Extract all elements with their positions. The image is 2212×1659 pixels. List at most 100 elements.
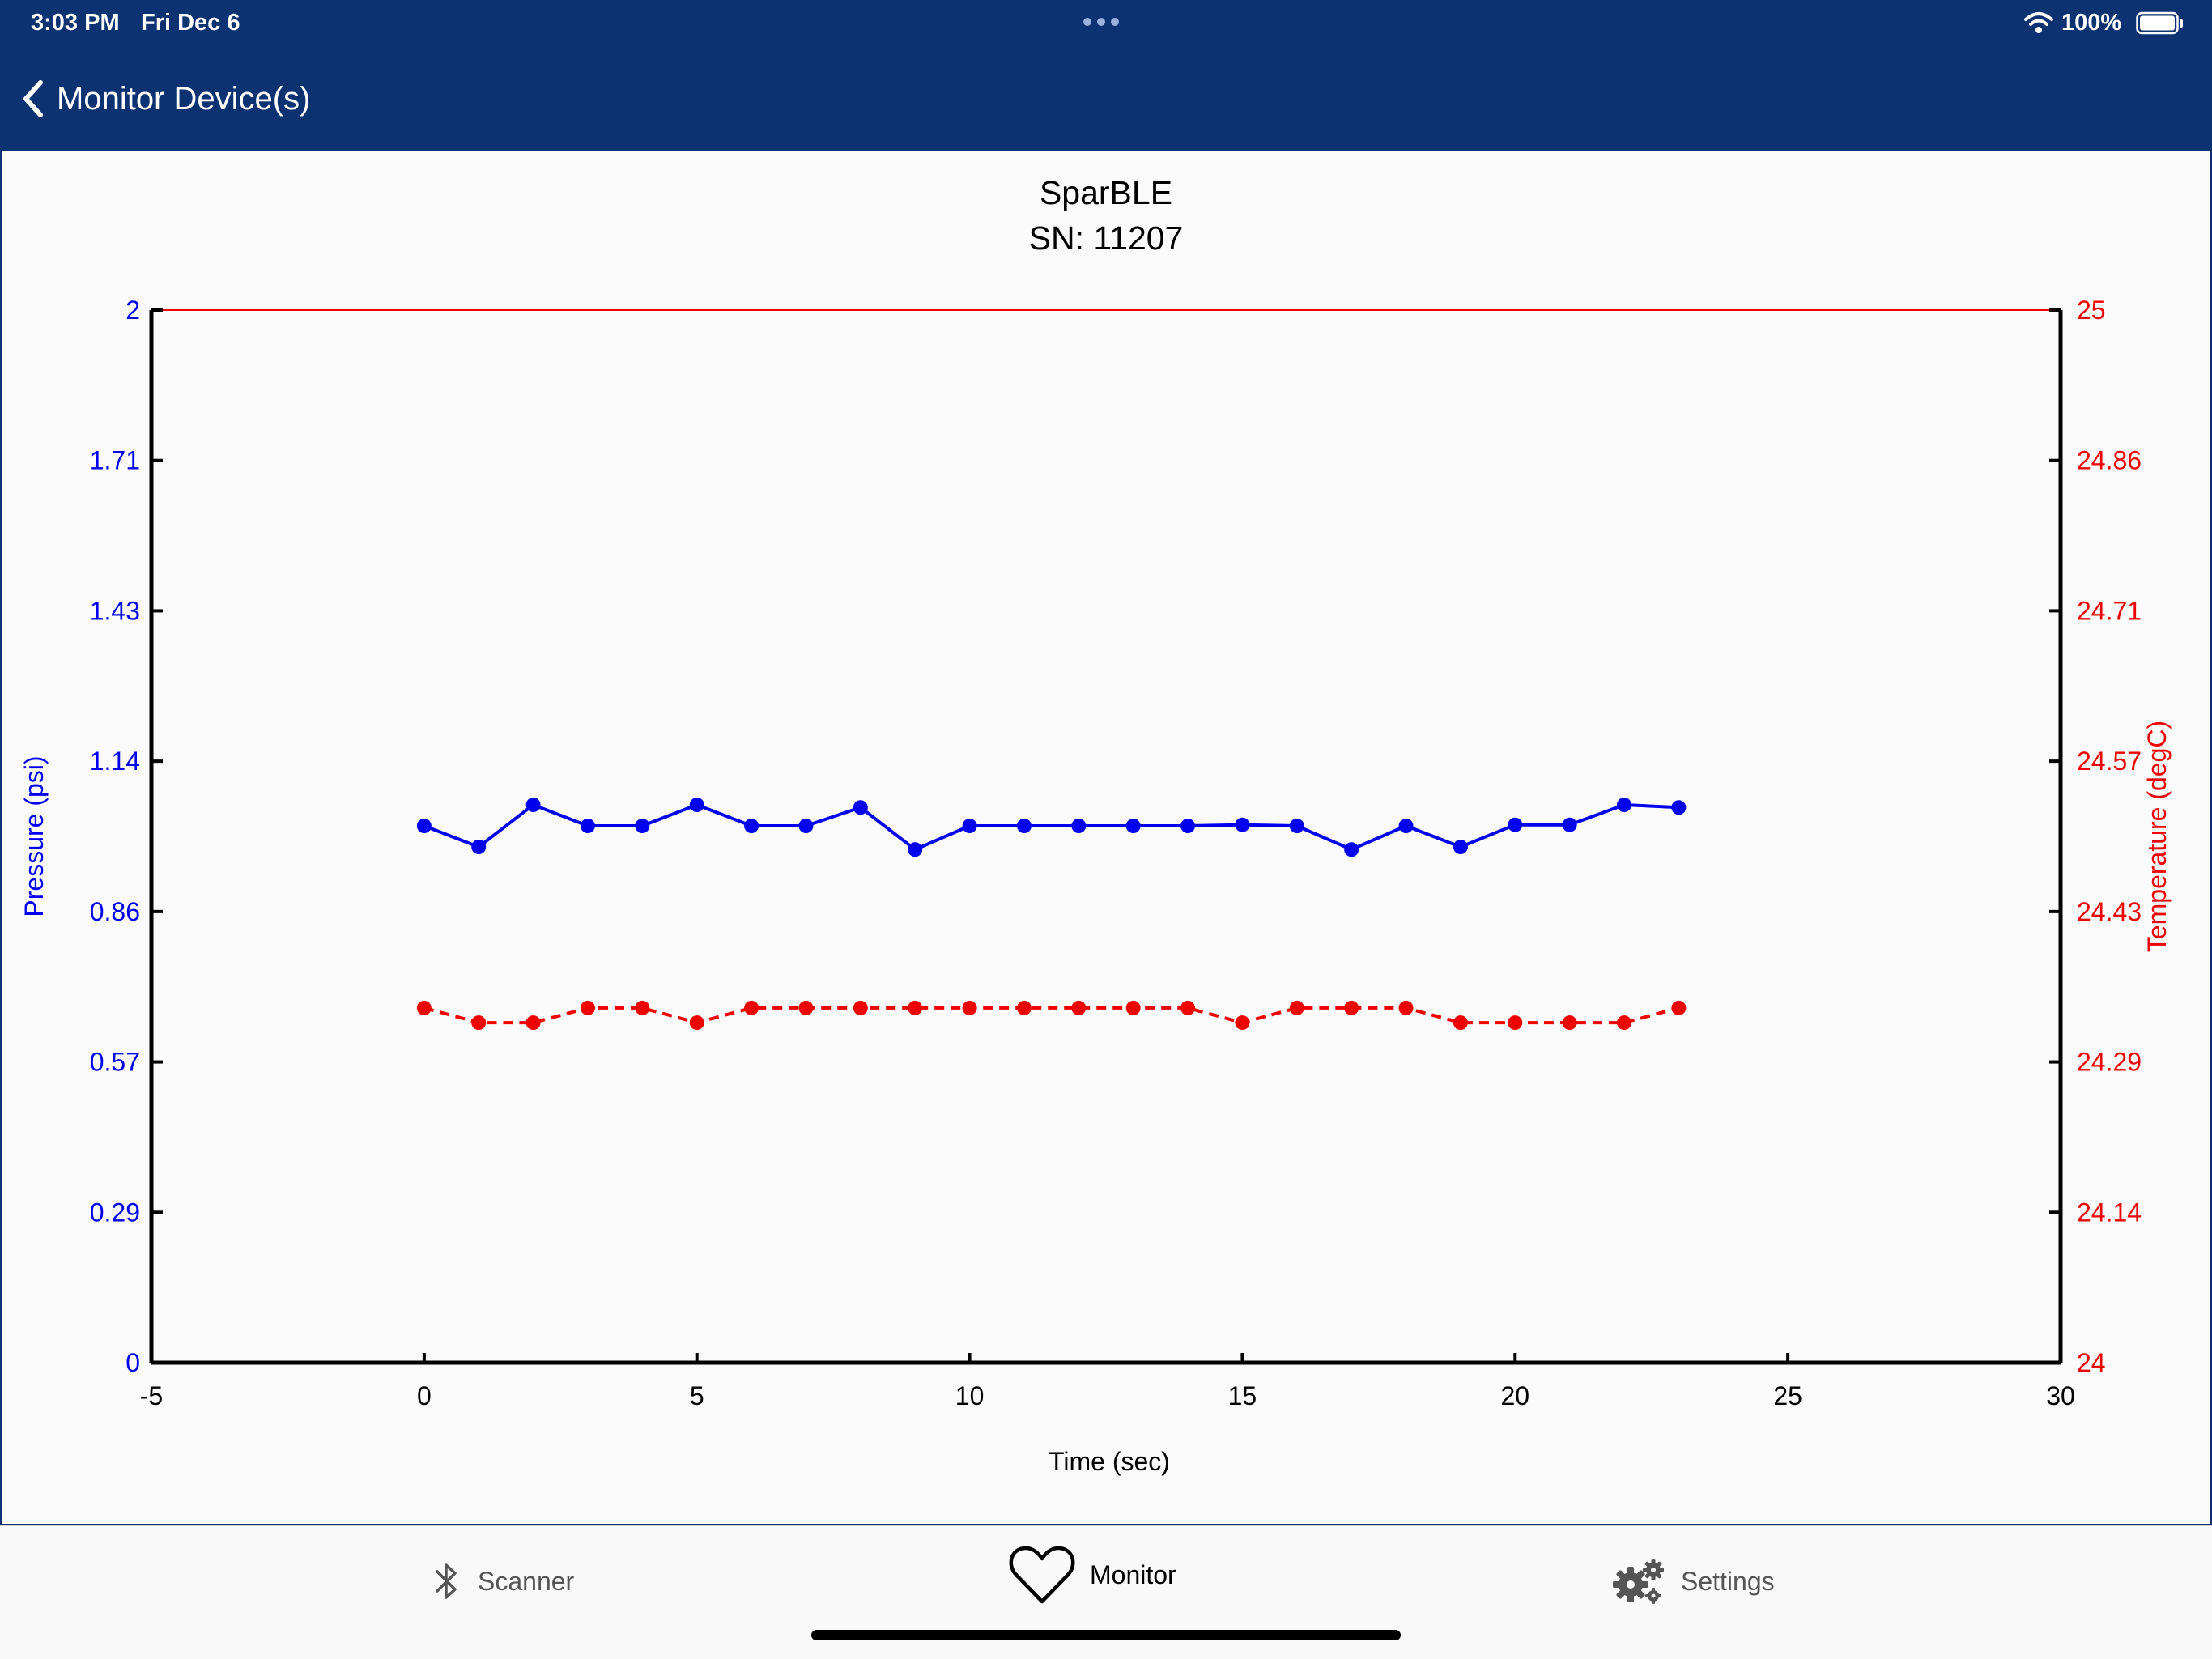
temperature-data-point <box>962 1000 977 1015</box>
temperature-data-point <box>853 1000 868 1015</box>
x-tick-label: 10 <box>955 1381 985 1410</box>
pressure-data-point <box>689 798 704 812</box>
pressure-temperature-chart: SparBLE SN: 11207 -5 0 5 10 15 20 25 3021.711.4… <box>19 174 2172 1476</box>
temperature-data-point <box>1453 1015 1468 1031</box>
pressure-data-point <box>525 798 541 812</box>
tab-settings[interactable]: Settings <box>1611 1557 1775 1606</box>
back-button[interactable]: Monitor Device(s) <box>23 74 310 123</box>
temperature-data-point <box>1289 1000 1304 1015</box>
pressure-data-point <box>416 819 432 833</box>
x-tick-label: 25 <box>1773 1381 1802 1410</box>
left-y-tick-label: 0 <box>125 1348 140 1377</box>
pressure-data-point <box>744 819 759 833</box>
back-button-label: Monitor Device(s) <box>57 80 311 117</box>
pressure-data-point <box>1508 817 1523 832</box>
pressure-data-point <box>962 819 977 833</box>
x-tick-label: 0 <box>417 1381 432 1410</box>
temperature-data-point <box>1180 1000 1196 1015</box>
right-y-axis-label: Temperature (degC) <box>2142 721 2172 952</box>
right-y-tick-label: 24 <box>2077 1348 2106 1377</box>
tab-monitor-label: Monitor <box>1090 1559 1176 1589</box>
tab-bar: Scanner Monitor <box>0 1525 2212 1659</box>
left-y-axis-label: Pressure (psi) <box>19 755 49 917</box>
pressure-data-point <box>1071 819 1087 833</box>
temperature-data-point <box>798 1000 814 1015</box>
status-time: 3:03 PM <box>31 10 120 36</box>
pressure-data-point <box>1398 819 1414 833</box>
temperature-series-line <box>423 1006 1679 1025</box>
pressure-data-point <box>1125 819 1141 833</box>
temperature-data-point <box>689 1015 704 1031</box>
temperature-data-point <box>1016 1000 1032 1015</box>
chart-panel: SparBLE SN: 11207 -5 0 5 10 15 20 25 30 2 1.71 1.4… <box>2 151 2210 1524</box>
gears-icon <box>1613 1559 1664 1604</box>
pressure-data-point <box>471 840 487 854</box>
home-indicator[interactable] <box>811 1630 1401 1640</box>
pressure-data-point <box>1562 817 1577 832</box>
chart-subtitle: SN: 11207 <box>1029 219 1184 257</box>
temperature-data-point <box>1398 1000 1414 1015</box>
right-y-tick-label: 24.86 <box>2077 446 2142 475</box>
x-tick-label: -5 <box>140 1381 163 1410</box>
pressure-data-point <box>1344 842 1359 857</box>
temperature-data-point <box>1235 1015 1250 1031</box>
battery-percentage: 100% <box>2061 10 2122 36</box>
wifi-icon <box>2024 12 2053 33</box>
tab-settings-label: Settings <box>1681 1566 1775 1596</box>
right-y-tick-label: 24.43 <box>2077 897 2142 926</box>
temperature-data-point <box>471 1015 487 1031</box>
left-y-tick-label: 1.71 <box>90 446 140 475</box>
pressure-series-line <box>423 802 1679 852</box>
chart-title: SparBLE <box>1040 174 1172 211</box>
x-tick-label: 30 <box>2046 1381 2075 1410</box>
pressure-data-point <box>798 819 814 833</box>
tab-monitor[interactable]: Monitor <box>1009 1544 1176 1606</box>
bluetooth-icon <box>436 1563 457 1599</box>
navigation-bar: Monitor Device(s) <box>0 49 2212 151</box>
x-tick-label: 15 <box>1228 1381 1257 1410</box>
pressure-data-point <box>1289 819 1304 833</box>
right-y-tick-label: 24.29 <box>2077 1048 2142 1077</box>
pressure-data-point <box>580 819 595 833</box>
x-tick-label: 20 <box>1500 1381 1529 1410</box>
pressure-data-point <box>1617 798 1632 812</box>
left-y-tick-label: 0.29 <box>90 1197 140 1227</box>
x-axis-label: Time (sec) <box>1049 1447 1170 1476</box>
pressure-data-point <box>1235 817 1250 832</box>
right-y-tick-label: 25 <box>2077 296 2106 325</box>
temperature-data-point <box>1508 1015 1523 1031</box>
right-y-tick-label: 24.71 <box>2077 596 2142 625</box>
pressure-data-point <box>1180 819 1196 833</box>
left-y-tick-label: 0.86 <box>90 897 140 926</box>
pressure-data-point <box>1016 819 1032 833</box>
temperature-data-point <box>1671 1000 1687 1015</box>
temperature-data-point <box>1071 1000 1087 1015</box>
temperature-data-point <box>525 1015 541 1031</box>
temperature-data-point <box>1125 1000 1141 1015</box>
tab-scanner-label: Scanner <box>478 1566 575 1596</box>
temperature-data-point <box>416 1000 432 1015</box>
temperature-data-point <box>1617 1015 1632 1031</box>
temperature-data-point <box>580 1000 595 1015</box>
pressure-data-point <box>853 800 868 815</box>
temperature-data-point <box>1562 1015 1577 1031</box>
x-tick-label: 5 <box>690 1381 704 1410</box>
pressure-data-point <box>1671 800 1687 815</box>
tab-scanner[interactable]: Scanner <box>431 1559 574 1604</box>
status-date: Fri Dec 6 <box>141 10 240 36</box>
left-y-tick-label: 1.43 <box>90 596 140 625</box>
temperature-data-point <box>635 1000 650 1015</box>
right-y-tick-label: 24.14 <box>2077 1197 2142 1227</box>
temperature-data-point <box>744 1000 759 1015</box>
battery-icon <box>2136 11 2183 35</box>
temperature-data-point <box>1344 1000 1359 1015</box>
left-y-tick-label: 0.57 <box>90 1048 140 1077</box>
left-y-tick-label: 2 <box>125 296 140 325</box>
right-y-tick-label: 24.57 <box>2077 747 2142 776</box>
pressure-data-point <box>635 819 650 833</box>
multitasking-dots-icon[interactable] <box>1083 18 1119 26</box>
pressure-data-point <box>1453 840 1468 854</box>
status-bar: 3:03 PM Fri Dec 6 100% <box>0 0 2212 49</box>
temperature-data-point <box>908 1000 923 1015</box>
chevron-left-icon <box>23 80 43 117</box>
